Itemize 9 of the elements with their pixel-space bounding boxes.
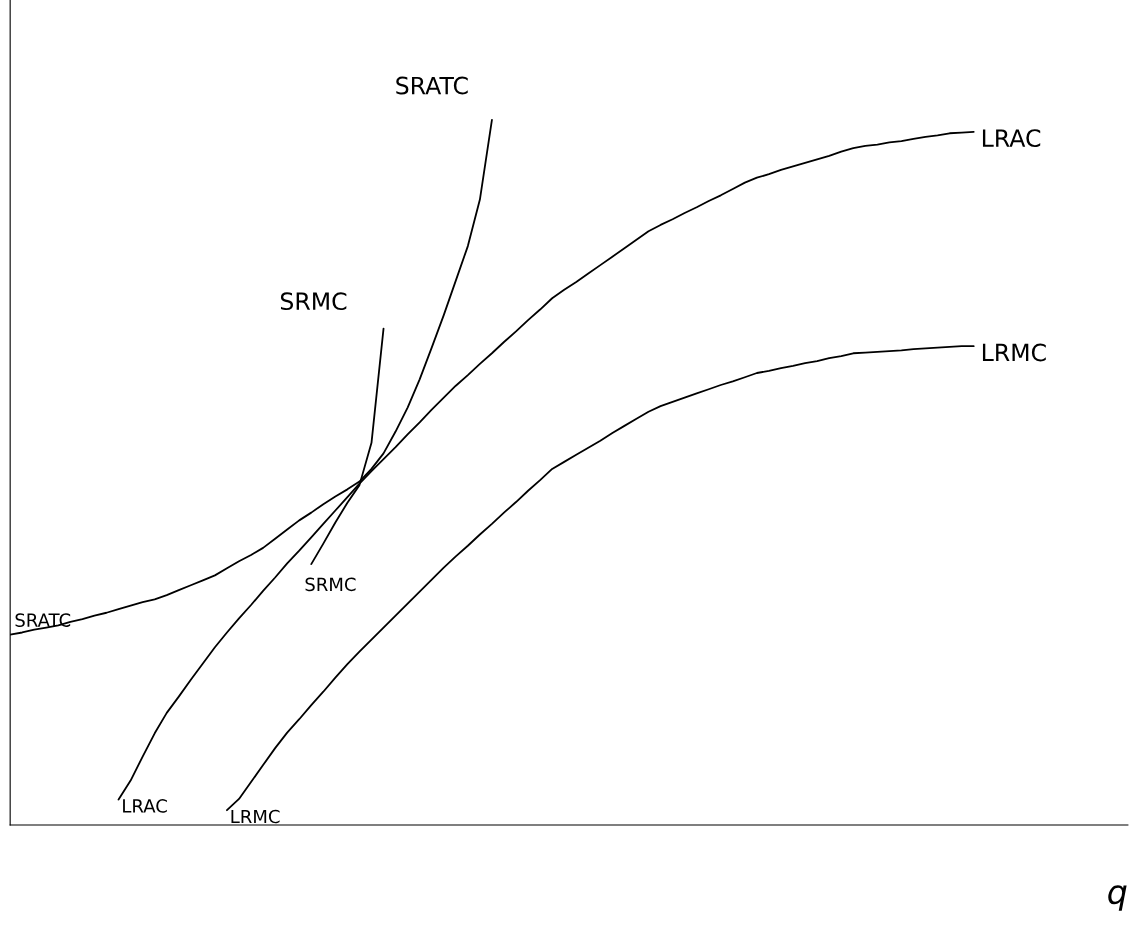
annotation: LRAC — [123, 799, 167, 813]
annotation: SRMC — [305, 577, 356, 592]
x-axis-title: q — [1108, 885, 1127, 911]
series-label: SRATC — [396, 76, 468, 95]
annotation: LRMC — [231, 809, 280, 824]
series-label: LRMC — [982, 343, 1046, 362]
series-label: SRMC — [280, 292, 347, 311]
series-label: LRAC — [982, 129, 1041, 148]
annotation: SRATC — [15, 613, 71, 627]
